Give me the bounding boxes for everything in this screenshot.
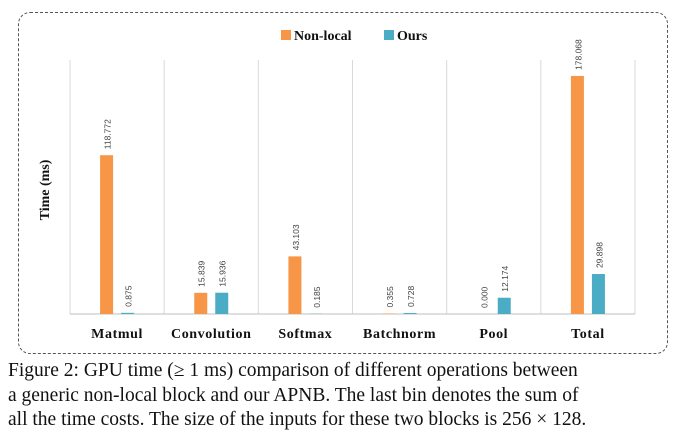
data-label-non-local-matmul: 118.772 (103, 119, 113, 149)
x-tick-label-total: Total (571, 327, 605, 342)
x-tick-labels: Matmul Convolution Softmax Batchnorm Pool Tot… (91, 327, 605, 342)
chart-legend: Non-local Ours (281, 29, 428, 44)
x-tick-label-pool: Pool (479, 327, 508, 342)
figure-frame (18, 12, 668, 354)
data-label-non-local-convolution: 15.839 (197, 261, 207, 287)
bar-non-local-softmax (288, 256, 302, 314)
data-label-non-local-pool: 0.000 (479, 286, 489, 308)
bar-ours-total (591, 274, 605, 314)
legend-label-non-local: Non-local (294, 29, 352, 44)
x-tick-label-batchnorm: Batchnorm (363, 327, 436, 342)
bar-chart: Non-local Ours Time (ms) 118.772 0.875 15.8… (38, 29, 636, 342)
data-labels: 118.772 0.875 15.839 15.936 43.103 0.185 0.355… (103, 39, 605, 308)
bar-ours-pool (497, 297, 511, 314)
bar-ours-matmul (121, 312, 135, 314)
x-tick-label-matmul: Matmul (91, 327, 143, 342)
data-label-non-local-softmax: 43.103 (291, 224, 301, 250)
figure-caption: Figure 2: GPU time (≥ 1 ms) comparison o… (8, 359, 683, 433)
bars (100, 75, 605, 314)
y-axis-label: Time (ms) (38, 159, 53, 220)
data-label-ours-convolution: 15.936 (218, 260, 228, 286)
legend-swatch-non-local (281, 30, 291, 40)
data-label-non-local-total: 178.068 (573, 39, 583, 70)
data-label-non-local-batchnorm: 0.355 (385, 286, 395, 308)
data-label-ours-total: 29.898 (594, 242, 604, 268)
x-tick-label-softmax: Softmax (278, 327, 332, 342)
caption-line-3: all the time costs. The size of the inpu… (8, 409, 587, 430)
bar-ours-convolution (215, 292, 229, 314)
x-tick-label-convolution: Convolution (171, 327, 252, 342)
data-label-ours-matmul: 0.875 (124, 285, 134, 307)
data-label-ours-pool: 12.174 (500, 265, 510, 291)
bar-non-local-total (570, 75, 584, 314)
bar-ours-batchnorm (403, 313, 417, 314)
legend-label-ours: Ours (397, 29, 428, 44)
data-label-ours-batchnorm: 0.728 (406, 285, 416, 307)
bar-non-local-matmul (100, 155, 114, 314)
caption-line-1: Figure 2: GPU time (≥ 1 ms) comparison o… (8, 360, 578, 381)
legend-swatch-ours (384, 30, 394, 40)
data-label-ours-softmax: 0.185 (312, 286, 322, 308)
category-separators (69, 60, 636, 314)
bar-non-local-convolution (194, 292, 208, 314)
caption-line-2: a generic non-local block and our APNB. … (8, 384, 579, 406)
